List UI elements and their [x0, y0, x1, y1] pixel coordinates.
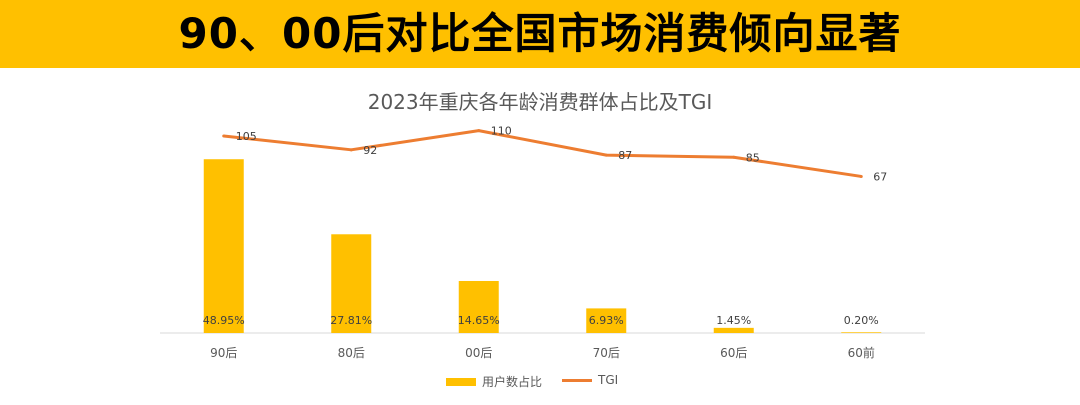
tgi-point	[222, 134, 226, 138]
bar-data-label: 48.95%	[203, 314, 245, 327]
bar	[713, 327, 754, 333]
tgi-data-label: 87	[618, 149, 632, 162]
x-tick-label: 90后	[210, 346, 237, 360]
tgi-data-label: 67	[873, 170, 887, 183]
x-tick-label: 00后	[465, 346, 492, 360]
tgi-data-label: 85	[746, 151, 760, 164]
tgi-point	[604, 153, 608, 157]
header-banner	[0, 0, 1080, 68]
bar-data-label: 6.93%	[589, 314, 624, 327]
bar-data-label: 14.65%	[458, 314, 500, 327]
x-tick-label: 60前	[848, 345, 875, 360]
legend-line-swatch	[562, 378, 592, 382]
legend-bar-swatch	[446, 377, 476, 386]
tgi-line	[223, 129, 862, 178]
bar-data-label: 1.45%	[716, 314, 751, 327]
tgi-data-label: 92	[363, 144, 377, 157]
x-tick-label: 70后	[593, 346, 620, 360]
bar	[586, 308, 627, 333]
legend-item-line: TGI	[562, 373, 618, 387]
tgi-point	[349, 148, 353, 152]
tgi-point	[477, 129, 481, 133]
tgi-point	[732, 155, 736, 159]
bar	[331, 234, 372, 333]
page-title: 90、00后对比全国市场消费倾向显著	[178, 9, 902, 58]
tgi-data-label: 105	[236, 130, 257, 143]
bar-data-label: 0.20%	[844, 314, 879, 327]
x-tick-label: 60后	[720, 346, 747, 360]
bar-data-label: 27.81%	[330, 314, 372, 327]
bar	[203, 159, 244, 333]
tgi-point	[859, 174, 863, 178]
legend-label-line: TGI	[598, 373, 619, 387]
legend-label-bar: 用户数占比	[482, 375, 543, 389]
tgi-data-label: 110	[491, 125, 512, 138]
legend: 用户数占比 TGI	[0, 373, 1080, 393]
bar	[458, 280, 499, 333]
legend-item-bar: 用户数占比	[446, 373, 542, 390]
bar	[841, 332, 882, 333]
chart-title: 2023年重庆各年龄消费群体占比及TGI	[367, 90, 713, 114]
x-tick-label: 80后	[338, 346, 365, 360]
